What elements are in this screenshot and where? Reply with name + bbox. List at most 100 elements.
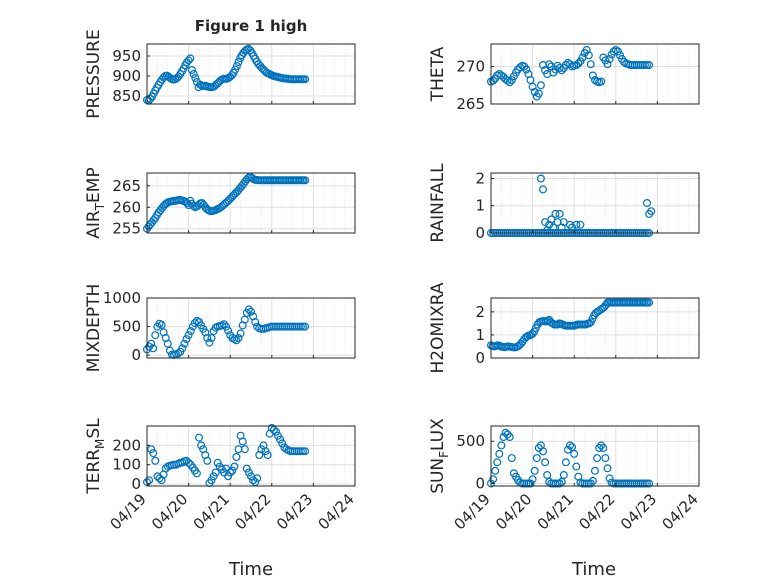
x-tick-label: 04/20 — [492, 490, 535, 533]
x-tick-label: 04/22 — [575, 490, 618, 533]
data-point — [572, 462, 581, 471]
data-point — [187, 65, 196, 74]
y-tick-label: 270 — [456, 58, 485, 76]
y-tick-label: 2 — [475, 169, 485, 187]
data-point — [551, 209, 560, 218]
data-point — [165, 346, 174, 355]
data-point — [263, 451, 272, 460]
data-point — [149, 449, 158, 458]
x-tick-label: 04/20 — [148, 490, 191, 533]
data-point — [555, 209, 564, 218]
y-tick-label: 500 — [456, 432, 485, 450]
axes-box — [146, 172, 356, 234]
data-point — [278, 439, 287, 448]
data-point — [301, 75, 310, 84]
y-tick-label: 0 — [475, 474, 485, 492]
data-point — [574, 59, 583, 68]
panel-air-temp: 255 260 265 AIRTEMP — [84, 167, 356, 239]
data-point — [557, 66, 566, 75]
y-tick-label: 0 — [475, 349, 485, 367]
data-point — [647, 207, 656, 216]
y-tick-label: 255 — [112, 220, 141, 238]
data-point — [576, 57, 585, 66]
data-point — [603, 464, 612, 473]
data-point — [301, 447, 310, 456]
data-point — [555, 479, 564, 488]
y-tick-label: 0 — [131, 475, 141, 493]
y-tick-label: 900 — [112, 67, 141, 85]
data-point — [180, 339, 189, 348]
axes-box — [146, 43, 356, 105]
data-point — [526, 479, 535, 488]
data-point — [620, 57, 629, 66]
data-point — [642, 199, 651, 208]
data-point — [559, 471, 568, 480]
axes-box — [146, 425, 356, 487]
panel-h2omixra: 0 1 2 H2OMIXRA — [428, 282, 700, 374]
data-point — [493, 458, 502, 467]
data-point — [586, 60, 595, 69]
data-point — [601, 454, 610, 463]
y-axis-label: RAINFALL — [428, 163, 448, 243]
data-point — [151, 331, 160, 340]
data-point — [530, 87, 539, 96]
data-point — [522, 65, 531, 74]
data-point — [211, 468, 220, 477]
y-tick-label: 100 — [112, 456, 141, 474]
data-point — [178, 344, 187, 353]
data-point — [599, 444, 608, 453]
data-point — [253, 474, 262, 483]
axes-box — [146, 297, 356, 359]
data-series — [487, 428, 654, 488]
data-point — [613, 47, 622, 56]
y-tick-label: 265 — [112, 177, 141, 195]
data-point — [186, 54, 195, 63]
data-point — [301, 176, 310, 185]
data-point — [576, 220, 585, 229]
data-point — [195, 433, 204, 442]
data-point — [224, 472, 233, 481]
data-point — [549, 223, 558, 232]
data-point — [257, 445, 266, 454]
data-point — [568, 223, 577, 232]
data-point — [588, 71, 597, 80]
y-axis-label: PRESSURE — [84, 29, 104, 118]
data-point — [565, 441, 574, 450]
figure-title: Figure 1 high — [195, 17, 308, 35]
y-tick-label: 1 — [475, 326, 485, 344]
panel-rainfall: 0 1 2 RAINFALL — [428, 163, 700, 243]
data-series — [487, 298, 654, 352]
data-point — [489, 475, 498, 484]
data-point — [224, 326, 233, 335]
data-point — [570, 449, 579, 458]
data-point — [489, 76, 498, 85]
data-point — [505, 433, 514, 442]
data-point — [186, 327, 195, 336]
data-point — [491, 466, 500, 475]
x-tick-label: 04/22 — [231, 490, 274, 533]
data-point — [249, 476, 258, 485]
data-point — [240, 445, 249, 454]
data-point — [182, 335, 191, 344]
data-point — [555, 63, 564, 72]
y-tick-label: 265 — [456, 95, 485, 113]
data-point — [530, 466, 539, 475]
data-point — [603, 60, 612, 69]
data-point — [528, 475, 537, 484]
x-axis-label-left: Time — [228, 559, 273, 580]
data-point — [609, 47, 618, 56]
axes-box — [490, 172, 700, 234]
data-point — [242, 464, 251, 473]
data-point — [276, 435, 285, 444]
y-tick-label: 850 — [112, 87, 141, 105]
data-point — [238, 437, 247, 446]
axes-box — [490, 297, 700, 359]
data-series — [143, 172, 310, 233]
data-point — [563, 445, 572, 454]
data-point — [261, 447, 270, 456]
axes-box — [490, 425, 700, 487]
y-tick-label: 1 — [475, 197, 485, 215]
data-point — [495, 449, 504, 458]
data-point — [532, 454, 541, 463]
